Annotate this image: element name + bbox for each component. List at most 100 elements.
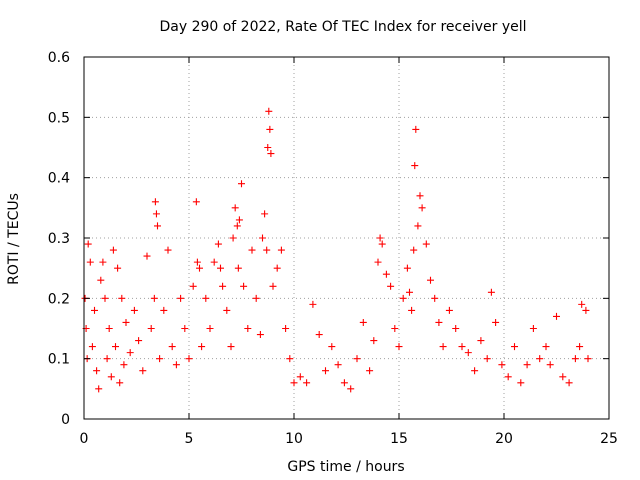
data-point xyxy=(565,379,573,387)
data-point xyxy=(192,198,200,206)
data-point xyxy=(395,343,403,351)
data-point xyxy=(366,367,374,375)
data-point xyxy=(151,198,159,206)
data-point xyxy=(403,264,411,272)
data-point xyxy=(414,222,422,230)
data-point xyxy=(303,379,311,387)
data-point xyxy=(244,325,252,332)
x-tick-label: 10 xyxy=(285,431,303,447)
data-point xyxy=(185,355,193,363)
data-point xyxy=(546,361,554,369)
data-point xyxy=(269,282,277,290)
data-point xyxy=(150,294,158,302)
data-point xyxy=(578,300,586,308)
data-point xyxy=(399,294,407,302)
data-points xyxy=(81,107,592,393)
data-point xyxy=(353,355,361,363)
data-point xyxy=(147,325,155,332)
data-point xyxy=(391,325,399,332)
y-tick-label: 0.4 xyxy=(48,171,70,187)
data-point xyxy=(95,385,103,393)
data-point xyxy=(464,349,472,357)
data-point xyxy=(135,337,143,345)
data-point xyxy=(130,306,138,314)
data-point xyxy=(359,318,367,326)
x-tick-label: 20 xyxy=(495,431,513,447)
data-point xyxy=(374,258,382,266)
data-point xyxy=(411,162,419,170)
data-point xyxy=(266,125,274,133)
data-point xyxy=(387,282,395,290)
data-point xyxy=(542,343,550,351)
data-point xyxy=(109,246,117,254)
data-point xyxy=(416,192,424,200)
data-point xyxy=(427,276,434,284)
data-point xyxy=(126,349,134,357)
data-point xyxy=(234,264,242,272)
data-point xyxy=(139,367,147,375)
data-point xyxy=(116,379,124,387)
data-point xyxy=(202,294,210,302)
data-point xyxy=(196,264,203,272)
data-point xyxy=(273,264,281,272)
data-point xyxy=(103,355,111,363)
data-point xyxy=(347,385,355,393)
grid xyxy=(84,57,609,419)
chart-title: Day 290 of 2022, Rate Of TEC Index for r… xyxy=(159,19,526,35)
data-point xyxy=(536,355,544,363)
data-point xyxy=(193,258,201,266)
data-point xyxy=(235,216,243,224)
y-tick-label: 0.5 xyxy=(48,110,70,126)
data-point xyxy=(431,294,439,302)
data-point xyxy=(227,343,235,351)
data-point xyxy=(422,240,430,248)
data-point xyxy=(504,373,512,381)
data-point xyxy=(277,246,285,254)
data-point xyxy=(477,337,485,345)
data-point xyxy=(214,240,222,248)
data-point xyxy=(328,343,336,351)
y-tick-label: 0 xyxy=(61,412,70,428)
data-point xyxy=(223,306,231,314)
data-point xyxy=(143,252,151,260)
data-point xyxy=(267,150,275,158)
data-point xyxy=(231,204,239,212)
data-point xyxy=(120,361,128,369)
data-point xyxy=(340,379,348,387)
data-point xyxy=(571,355,579,363)
data-point xyxy=(576,343,584,351)
data-point xyxy=(256,331,264,339)
data-point xyxy=(240,282,248,290)
data-point xyxy=(172,361,180,369)
data-point xyxy=(122,318,130,326)
data-point xyxy=(378,240,386,248)
data-point xyxy=(412,125,420,133)
x-tick-label: 0 xyxy=(80,431,89,447)
data-point xyxy=(160,306,168,314)
data-point xyxy=(290,379,298,387)
data-point xyxy=(152,210,160,218)
data-point xyxy=(309,300,317,308)
y-tick-label: 0.6 xyxy=(48,50,70,66)
data-point xyxy=(445,306,453,314)
data-point xyxy=(265,107,273,115)
data-point xyxy=(154,222,161,230)
data-point xyxy=(259,234,266,242)
data-point xyxy=(261,210,269,218)
data-point xyxy=(168,343,176,351)
data-point xyxy=(105,325,113,332)
data-point xyxy=(84,240,92,248)
data-point xyxy=(315,331,323,339)
data-point xyxy=(282,325,290,332)
data-point xyxy=(334,361,342,369)
x-axis-label: GPS time / hours xyxy=(287,459,404,475)
y-tick-label: 0.1 xyxy=(48,352,70,368)
data-point xyxy=(492,318,500,326)
data-point xyxy=(452,325,460,332)
data-point xyxy=(529,325,537,332)
data-point xyxy=(370,337,378,345)
data-point xyxy=(198,343,206,351)
x-tick-label: 5 xyxy=(185,431,194,447)
data-point xyxy=(86,258,94,266)
